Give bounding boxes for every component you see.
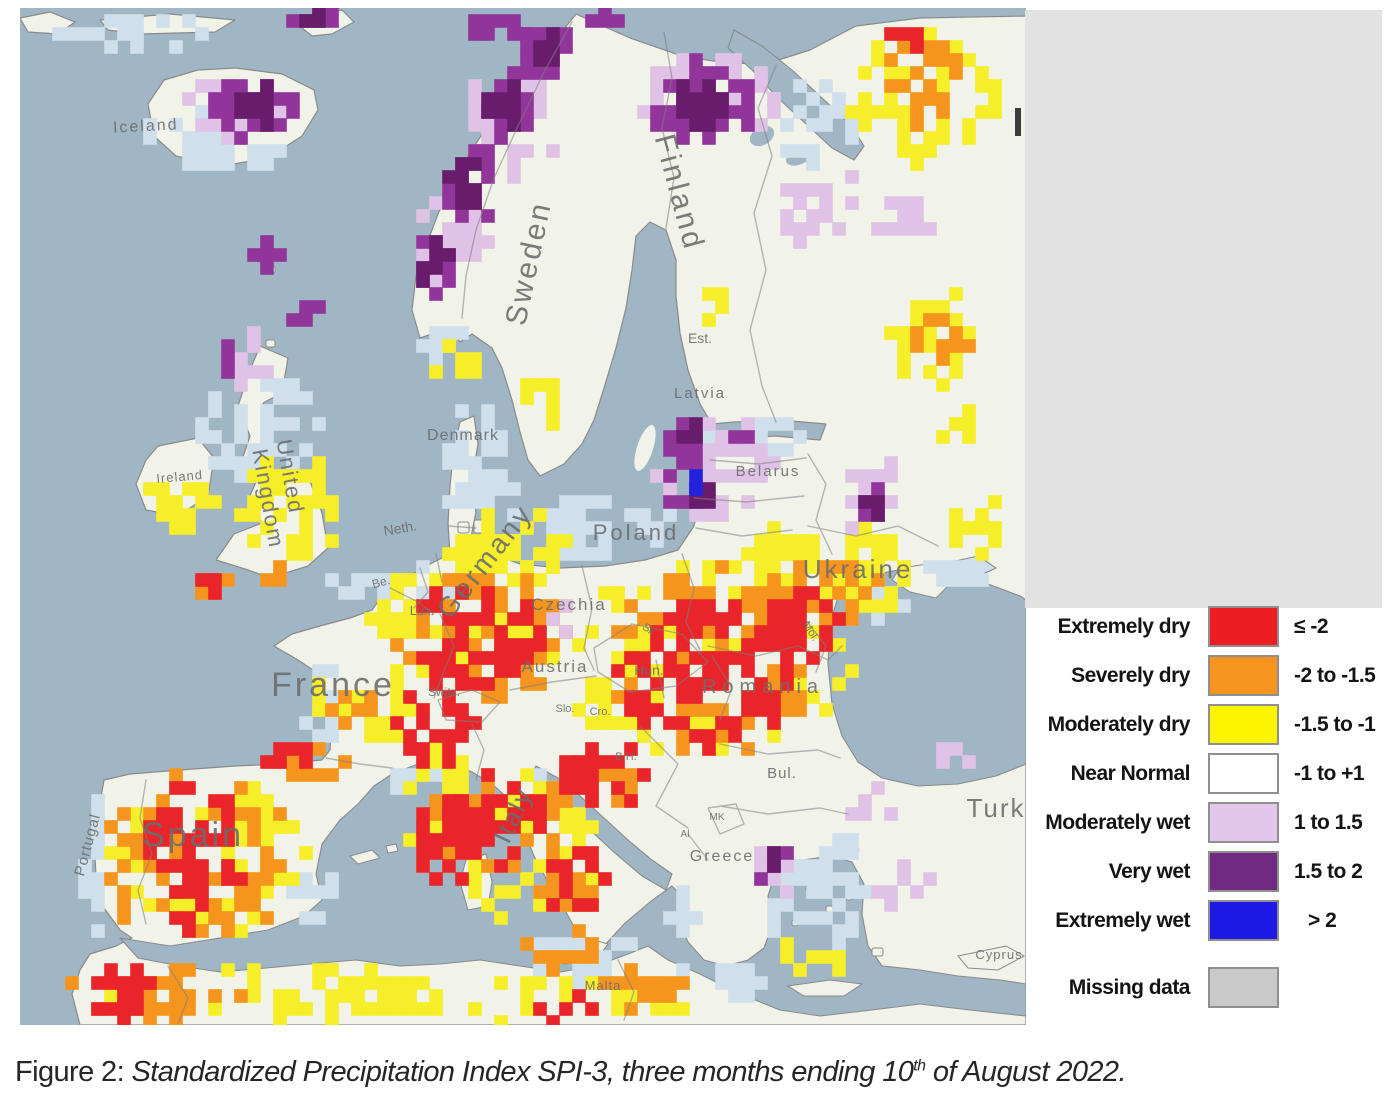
legend-swatch <box>1208 851 1279 892</box>
caption-prefix: Figure 2: <box>15 1056 125 1088</box>
legend-row: Severely dry -2 to -1.5 <box>1016 651 1400 700</box>
map-label: Belarus <box>736 463 801 480</box>
map-label: Hun. <box>634 662 664 678</box>
legend-label: Moderately wet <box>1045 810 1190 834</box>
legend-swatch <box>1208 606 1279 647</box>
map-label: Spain <box>142 816 244 854</box>
legend-range: 1 to 1.5 <box>1294 810 1363 834</box>
missing-data-panel <box>1025 10 1382 608</box>
map-label: MK <box>710 812 725 823</box>
spi-europe-map: Iceland Sweden Finland Est. Latvia Belarus Den… <box>20 8 1026 1025</box>
map-label: Greece <box>690 848 754 865</box>
map-label: Latvia <box>674 385 726 402</box>
legend-range: -1.5 to -1 <box>1294 712 1376 736</box>
caption-superscript: th <box>913 1057 926 1075</box>
map-legend: Extremely dry ≤ -2 Severely dry -2 to -1.5 M… <box>1016 602 1400 1012</box>
map-label: Be. <box>370 573 391 591</box>
legend-label: Near Normal <box>1070 761 1191 785</box>
legend-label: Very wet <box>1108 859 1191 883</box>
caption-text: Standardized Precipitation Index SPI-3, … <box>124 1056 1127 1088</box>
map-label: Cyprus <box>975 947 1022 962</box>
legend-swatch <box>1208 753 1279 794</box>
map-label: B.H. <box>615 751 636 763</box>
map-label: Est. <box>688 330 712 346</box>
map-label: Neth. <box>382 517 418 539</box>
spi-patch-layer <box>52 8 1002 1025</box>
legend-range: > 2 <box>1308 908 1337 932</box>
legend-row: Missing data <box>1016 963 1400 1012</box>
border-layer <box>137 21 939 1025</box>
legend-swatch <box>1208 900 1279 941</box>
map-label: Austria <box>522 657 589 676</box>
legend-row: Moderately dry -1.5 to -1 <box>1016 700 1400 749</box>
legend-label: Extremely dry <box>1057 614 1191 638</box>
map-label: Turk <box>966 793 1025 823</box>
map-label: Switz. <box>428 685 460 699</box>
map-label: Lux. <box>410 603 435 618</box>
legend-swatch <box>1208 967 1279 1008</box>
map-label: Al <box>681 829 690 840</box>
map-label: Bul. <box>767 765 797 782</box>
map-label: Ukraine <box>803 554 914 584</box>
legend-label: Extremely wet <box>1055 908 1190 932</box>
map-label: Iceland <box>113 116 179 136</box>
legend-swatch <box>1208 802 1279 843</box>
legend-row: Near Normal -1 to +1 <box>1016 749 1400 798</box>
map-label: Czechia <box>531 595 606 614</box>
map-label: Romania <box>702 676 824 698</box>
map-label: Cro. <box>590 706 611 718</box>
legend-label: Missing data <box>1068 975 1191 999</box>
map-canvas: IcelandSwedenFinlandEst.LatviaBelarusDen… <box>20 8 1026 1025</box>
figure-caption: Figure 2: Standardized Precipitation Ind… <box>15 1056 1127 1089</box>
map-label: Malta <box>585 978 622 993</box>
legend-row: Very wet 1.5 to 2 <box>1016 847 1400 896</box>
legend-label: Moderately dry <box>1047 712 1191 736</box>
legend-label: Severely dry <box>1071 663 1190 687</box>
legend-range: -2 to -1.5 <box>1294 663 1376 687</box>
legend-swatch <box>1208 704 1279 745</box>
legend-row: Extremely dry ≤ -2 <box>1016 602 1400 651</box>
legend-range: -1 to +1 <box>1294 761 1365 785</box>
map-label: Denmark <box>427 427 499 444</box>
legend-row: Extremely wet > 2 <box>1016 896 1400 945</box>
map-label: Poland <box>593 520 680 545</box>
map-label: Slo. <box>556 703 575 715</box>
legend-row: Moderately wet 1 to 1.5 <box>1016 798 1400 847</box>
cropped-letter <box>1015 108 1021 136</box>
map-label: France <box>271 666 395 704</box>
legend-range: 1.5 to 2 <box>1294 859 1363 883</box>
map-label: Ireland <box>156 467 204 486</box>
legend-swatch <box>1208 655 1279 696</box>
legend-range: ≤ -2 <box>1294 614 1329 638</box>
